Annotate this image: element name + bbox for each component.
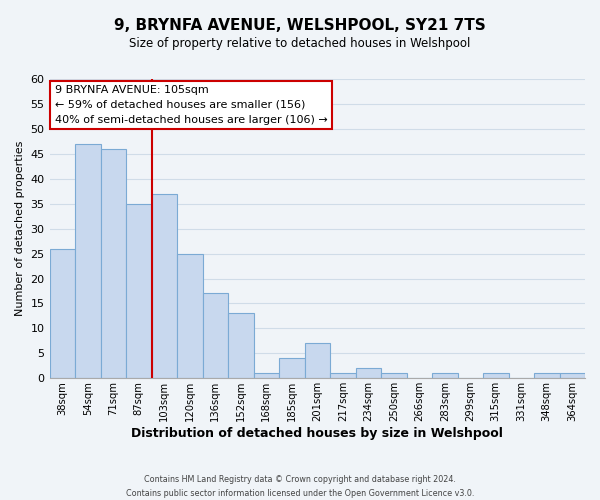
Bar [254,374,279,378]
Text: 9 BRYNFA AVENUE: 105sqm
← 59% of detached houses are smaller (156)
40% of semi-d: 9 BRYNFA AVENUE: 105sqm ← 59% of detache… [55,85,328,124]
Bar [50,248,75,378]
Bar [177,254,203,378]
Bar [483,374,509,378]
Text: Contains HM Land Registry data © Crown copyright and database right 2024.
Contai: Contains HM Land Registry data © Crown c… [126,476,474,498]
Bar [432,374,458,378]
Bar [101,149,126,378]
Bar [279,358,305,378]
Bar [152,194,177,378]
Bar [228,314,254,378]
Bar [75,144,101,378]
X-axis label: Distribution of detached houses by size in Welshpool: Distribution of detached houses by size … [131,427,503,440]
Bar [126,204,152,378]
Bar [203,294,228,378]
Text: 9, BRYNFA AVENUE, WELSHPOOL, SY21 7TS: 9, BRYNFA AVENUE, WELSHPOOL, SY21 7TS [114,18,486,32]
Bar [534,374,560,378]
Text: Size of property relative to detached houses in Welshpool: Size of property relative to detached ho… [130,38,470,51]
Bar [330,374,356,378]
Bar [560,374,585,378]
Bar [305,344,330,378]
Bar [356,368,381,378]
Bar [381,374,407,378]
Y-axis label: Number of detached properties: Number of detached properties [15,141,25,316]
